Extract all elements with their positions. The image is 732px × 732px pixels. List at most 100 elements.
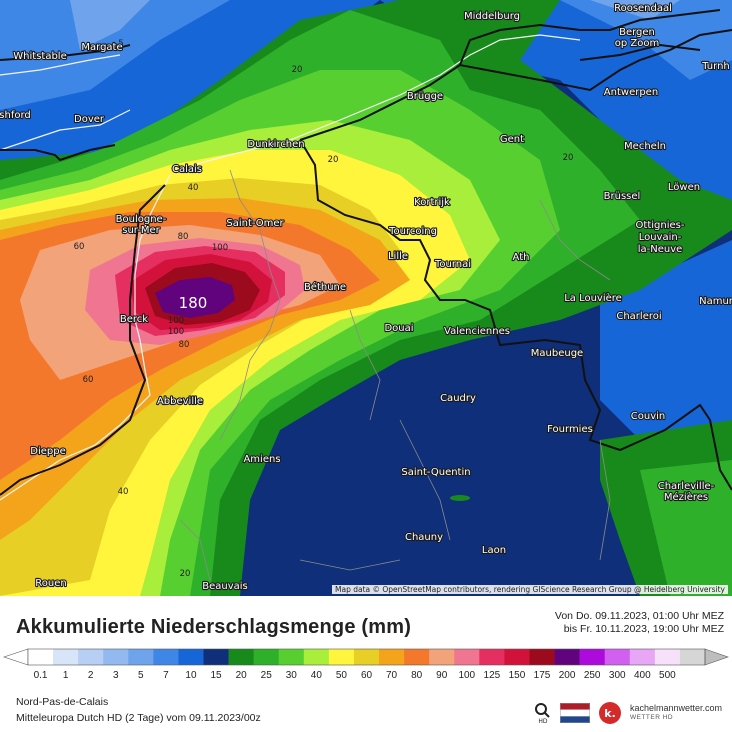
scale-tick-label: 20 [235,670,247,681]
precip-zone-10-se [600,240,732,470]
scale-tick-label: 250 [583,670,601,681]
legend-title: Akkumulierte Niederschlagsmenge (mm) [16,616,412,638]
scale-tick-label: 500 [659,670,676,681]
city-label[interactable]: Abbeville [156,395,204,408]
city-label[interactable]: shford [0,109,32,122]
city-label[interactable]: la-Neuve [637,243,684,256]
city-label[interactable]: Turnh [700,60,731,73]
contour-label: 100 [168,327,184,337]
city-label[interactable]: Charleroi [615,310,662,323]
city-label[interactable]: Lille [387,250,409,263]
contour-label: 20 [328,155,339,165]
border-region [0,184,166,496]
kachelmann-logo-icon[interactable]: k. [598,701,622,725]
city-label[interactable]: Bergen [618,26,656,39]
city-label[interactable]: Whitstable [12,50,68,63]
city-label[interactable]: Louvain- [638,231,683,244]
precip-zone-175 [155,277,235,318]
precip-zone-7-east [560,0,732,80]
model-info: Mitteleuropa Dutch HD (2 Tage) vom 09.11… [16,712,261,724]
scale-swatch [604,649,631,665]
city-label[interactable]: Kortrijk [413,196,451,209]
brand-text[interactable]: kachelmannwetter.com WETTER HD [630,704,722,722]
city-label[interactable]: sur-Mer [121,224,162,237]
city-label[interactable]: Beauvais [201,580,249,593]
precip-patch [450,495,470,501]
city-label[interactable]: Charleville- [657,480,716,493]
city-label[interactable]: Saint-Omer [225,217,285,230]
city-label[interactable]: Laon [481,544,507,557]
scale-swatch [504,649,530,665]
city-label[interactable]: Maubeuge [530,347,585,360]
scale-tick-label: 70 [386,670,398,681]
city-label[interactable]: Brüssel [603,190,642,203]
city-label[interactable]: Ottignies- [634,219,686,232]
scale-tick-label: 3 [112,670,119,681]
coastline [0,34,581,501]
city-label[interactable]: Dover [73,113,106,126]
scale-tick-label: 30 [285,670,297,681]
scale-tick-label: 5 [138,670,144,681]
scale-swatch [78,649,104,665]
netherlands-flag-icon[interactable] [559,703,590,723]
city-label[interactable]: Mézières [663,490,709,504]
city-label[interactable]: Antwerpen [603,86,660,99]
city-label[interactable]: Brügge [406,90,444,103]
city-label[interactable]: Dieppe [29,445,67,458]
city-label[interactable]: La Louvière [563,291,623,305]
city-label[interactable]: Ath [511,251,530,264]
color-scale-ticks: 0.1 1 2 3 5 7 10 15 20 25 30 40 50 60 70 80 90 100 125 150 1… [0,670,732,682]
scale-tick-label: 90 [436,670,448,681]
city-label[interactable]: Boulogne- [115,213,168,226]
contour-label: 20 [292,65,303,75]
precipitation-map[interactable]: 5 20 20 20 40 80 100 60 100 100 80 60 40 20 180 Middelb… [0,0,732,596]
scale-swatch [53,649,79,665]
city-label[interactable]: Saint-Quentin [400,466,471,479]
region-name: Nord-Pas-de-Calais [16,696,109,708]
city-label[interactable]: Mecheln [623,140,667,153]
color-scale-bar [3,648,729,666]
scale-swatch [128,649,154,665]
city-label[interactable]: Roosendaal [613,2,673,15]
city-label[interactable]: Dunkirchen [246,138,305,151]
contour-label: 40 [118,487,129,497]
scale-tick-label: 125 [483,670,501,681]
city-label[interactable]: Amiens [242,453,281,466]
contour-label: 20 [563,153,574,163]
period-from: Von Do. 09.11.2023, 01:00 Uhr MEZ [554,610,724,622]
city-label[interactable]: Tournai [433,258,472,271]
kachelmann-logo-letter: k. [604,707,616,720]
city-label[interactable]: Middelburg [463,10,521,23]
scale-swatch [404,649,430,665]
scale-swatch [328,649,355,665]
period-to: bis Fr. 10.11.2023, 19:00 Uhr MEZ [563,623,724,635]
city-label[interactable]: Chauny [404,531,444,544]
scale-swatch [153,649,179,665]
max-precip-label: 180 [179,294,208,312]
scale-swatch [629,649,656,665]
city-label[interactable]: Béthune [303,280,347,294]
scale-tick-label: 300 [608,670,626,681]
scale-tick-label: 200 [558,670,576,681]
city-label[interactable]: Margate [80,41,123,54]
scale-tick-label: 2 [87,670,94,681]
city-label[interactable]: Namur [698,295,732,308]
city-label[interactable]: Gent [499,133,525,146]
city-label[interactable]: Valenciennes [443,325,511,338]
scale-tick-label: 7 [163,670,169,681]
city-label[interactable]: op Zoom [614,37,661,50]
scale-swatch [203,649,229,665]
border-uk-coast [0,44,131,162]
hd-search-icon[interactable]: HD [534,702,552,724]
city-label[interactable]: Fourmies [546,423,594,436]
city-label[interactable]: Calais [171,163,203,176]
city-label[interactable]: Rouen [34,577,68,590]
scale-arrow-right [704,648,729,666]
city-label[interactable]: Couvin [630,410,667,423]
city-label[interactable]: Berck [119,313,150,326]
city-label[interactable]: Douai [383,322,414,335]
city-label[interactable]: Caudry [439,392,477,405]
city-label[interactable]: Tourcoing [387,225,438,238]
contour-label: 80 [178,232,189,242]
city-label[interactable]: Löwen [667,181,701,194]
